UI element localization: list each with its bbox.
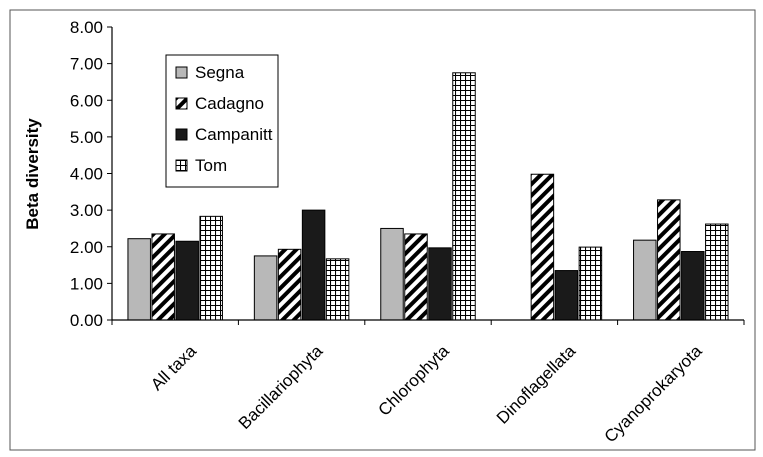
bar-campanitt-chlorophyta <box>428 247 452 321</box>
bar-campanitt-all-taxa <box>175 240 199 321</box>
bar-cadagno-bacillariophyta <box>277 248 302 321</box>
bar-tom-all-taxa <box>199 215 223 321</box>
chart-frame <box>9 9 756 451</box>
y-tick-label: 0.00 <box>70 311 103 330</box>
bar-campanitt-dinoflagellata <box>554 270 579 321</box>
bar-segna-chlorophyta <box>380 227 404 321</box>
x-tick-label: Bacillariophyta <box>235 341 327 433</box>
legend-label: Campanitt <box>195 125 273 144</box>
legend-swatch <box>175 66 188 79</box>
bar-cadagno-cyanoprokaryota <box>657 199 681 321</box>
legend-swatch <box>175 128 188 141</box>
legend-swatch <box>175 159 188 172</box>
y-tick-label: 2.00 <box>70 238 103 257</box>
bar-segna-all-taxa <box>127 238 151 321</box>
legend-label: Tom <box>195 156 227 175</box>
bar-segna-cyanoprokaryota <box>633 239 657 321</box>
legend-label: Segna <box>195 63 245 82</box>
legend-swatch <box>175 97 188 110</box>
y-tick-label: 7.00 <box>70 55 103 74</box>
bar-tom-chlorophyta <box>452 72 476 321</box>
bar-tom-dinoflagellata <box>578 246 603 321</box>
y-axis-label: Beta diversity <box>23 118 42 230</box>
bar-cadagno-all-taxa <box>151 233 175 321</box>
bar-cadagno-dinoflagellata <box>530 173 555 321</box>
y-tick-label: 6.00 <box>70 91 103 110</box>
x-tick-label: All taxa <box>147 341 200 394</box>
bar-segna-bacillariophyta <box>253 255 278 321</box>
y-tick-label: 8.00 <box>70 18 103 37</box>
x-tick-label: Chlorophyta <box>375 341 454 420</box>
y-tick-label: 1.00 <box>70 274 103 293</box>
y-tick-label: 3.00 <box>70 201 103 220</box>
bar-tom-cyanoprokaryota <box>705 223 729 321</box>
y-tick-label: 4.00 <box>70 165 103 184</box>
y-tick-label: 5.00 <box>70 128 103 147</box>
bar-cadagno-chlorophyta <box>404 233 428 321</box>
legend: Segna Cadagno Campanitt Tom <box>165 54 279 188</box>
bar-campanitt-bacillariophyta <box>301 209 326 321</box>
x-tick-label: Dinoflagellata <box>493 341 580 428</box>
legend-label: Cadagno <box>195 94 264 113</box>
bar-campanitt-cyanoprokaryota <box>681 251 705 321</box>
x-tick-label: Cyanoprokaryota <box>601 341 706 446</box>
bar-tom-bacillariophyta <box>325 258 350 321</box>
